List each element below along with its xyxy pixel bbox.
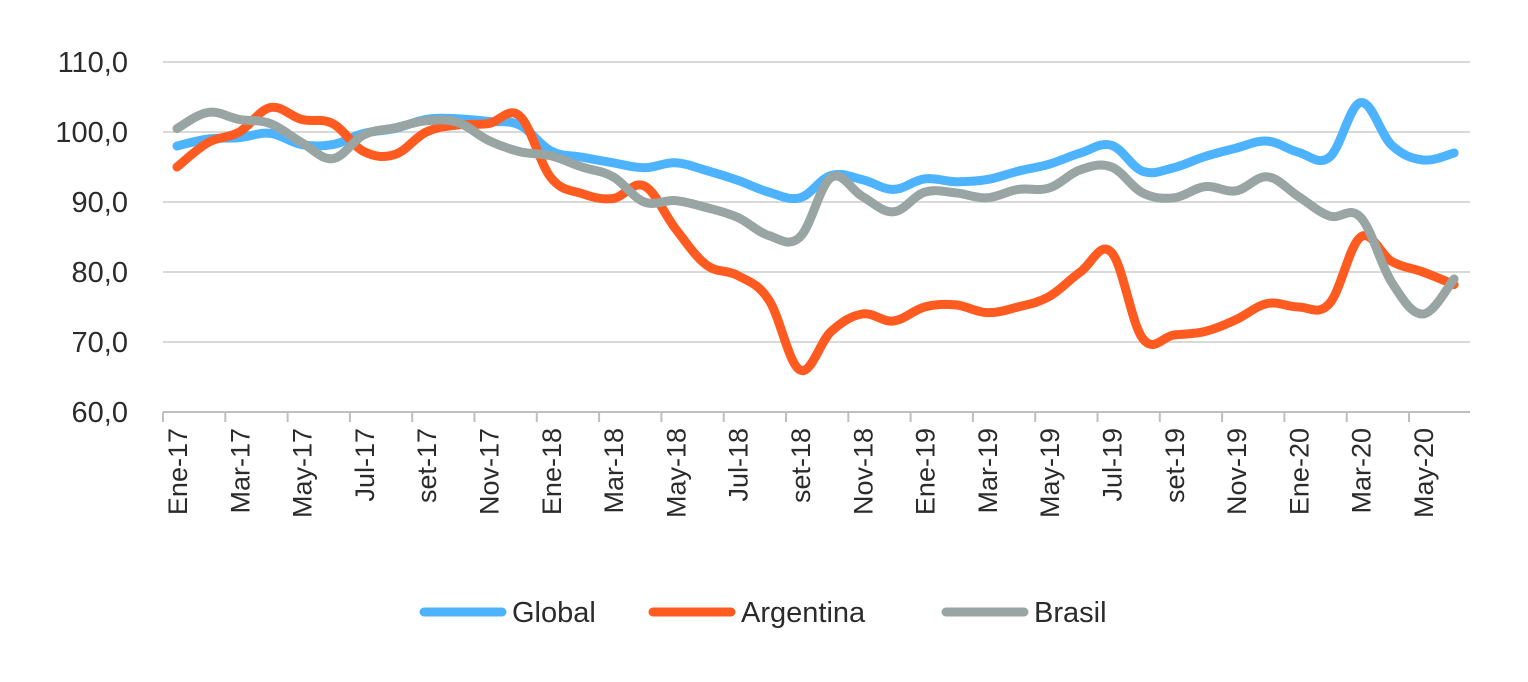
y-tick-label: 70,0 <box>72 327 128 359</box>
legend: Global Argentina Brasil <box>419 597 1107 629</box>
y-tick-label: 80,0 <box>72 257 128 289</box>
x-tick-label: Jul-19 <box>1098 428 1128 502</box>
x-tick-label: May-17 <box>288 428 318 518</box>
legend-label-argentina: Argentina <box>741 597 866 629</box>
x-tick-label: May-19 <box>1035 428 1065 518</box>
y-tick-label: 110,0 <box>58 47 128 79</box>
x-tick-label: May-20 <box>1409 428 1439 518</box>
x-tick-label: Ene-20 <box>1284 428 1314 515</box>
legend-label-brasil: Brasil <box>1034 597 1107 629</box>
x-tick-label: Ene-18 <box>537 428 567 515</box>
x-tick-label: Jul-17 <box>350 428 380 502</box>
x-tick-label: Ene-17 <box>163 428 193 515</box>
y-axis: 60,0 70,0 80,0 90,0 100,0 110,0 <box>55 47 128 429</box>
y-tick-label: 60,0 <box>72 397 128 429</box>
y-tick-label: 100,0 <box>55 117 128 149</box>
x-tick-label: Mar-17 <box>225 428 255 514</box>
series-lines <box>172 98 1459 375</box>
series-line-argentina <box>172 102 1459 375</box>
x-tick-label: May-18 <box>661 428 691 518</box>
y-tick-label: 90,0 <box>72 187 128 219</box>
x-tick-label: set-18 <box>786 428 816 503</box>
x-tick-label: Jul-18 <box>724 428 754 502</box>
x-tick-label: set-19 <box>1160 428 1190 503</box>
x-tick-label: Nov-17 <box>475 428 505 515</box>
x-tick-label: Nov-19 <box>1222 428 1252 515</box>
legend-label-global: Global <box>512 597 596 629</box>
x-tick-label: Mar-18 <box>599 428 629 514</box>
x-axis: Ene-17 Mar-17 May-17 Jul-17 set-17 Nov-17 Ene-… <box>162 411 1470 518</box>
x-tick-label: Mar-19 <box>973 428 1003 514</box>
series-line-brasil <box>172 107 1459 319</box>
x-tick-label: Nov-18 <box>848 428 878 515</box>
x-tick-label: Ene-19 <box>911 428 941 515</box>
x-tick-label: Mar-20 <box>1347 428 1377 514</box>
x-tick-label: set-17 <box>412 428 442 503</box>
